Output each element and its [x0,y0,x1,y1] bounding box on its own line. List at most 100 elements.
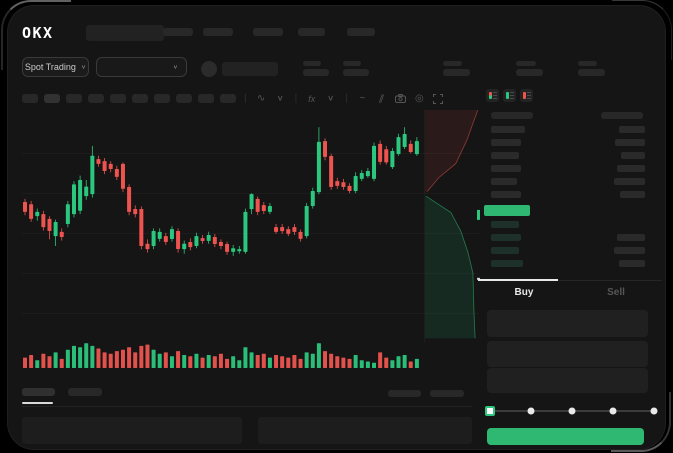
stat-label-placeholder [516,61,536,66]
bottom-divider [22,406,472,407]
nav-item-placeholder[interactable] [163,28,193,36]
volume-bars [23,343,419,368]
book-col-header-placeholder [601,112,643,119]
timer-icon[interactable]: ◎ [414,93,424,104]
toolbar-divider: | [244,93,247,104]
stat-label-placeholder [443,61,462,66]
timeframe-button[interactable] [110,94,126,103]
amount-input-placeholder[interactable] [487,341,648,367]
stat-value-placeholder [443,69,470,76]
timeframe-button[interactable] [198,94,214,103]
timeframe-button[interactable] [176,94,192,103]
book-bids-view-icon[interactable] [503,89,516,102]
order-book-row[interactable] [491,178,645,186]
tab-sell[interactable]: Sell [607,287,625,298]
market-type-selector[interactable]: Spot Trading ∨ [22,57,89,77]
chevron-down-icon[interactable]: ∨ [276,94,284,103]
timeframe-button[interactable] [132,94,148,103]
book-size-placeholder [620,191,645,198]
pair-search-placeholder[interactable] [86,25,164,41]
timeframe-button[interactable] [44,94,60,103]
book-price-placeholder [491,178,517,185]
book-price-placeholder [491,234,521,241]
fullscreen-icon[interactable] [432,92,445,105]
book-size-placeholder [615,139,645,146]
timeframe-button[interactable] [22,94,38,103]
amount-slider[interactable] [485,404,658,418]
timeframe-button[interactable] [154,94,170,103]
bid-rows [491,221,645,285]
chart-type-icon[interactable]: ∿ [256,93,266,104]
slider-stop[interactable] [609,407,617,415]
bottom-tab-underline [22,402,53,404]
chevron-down-icon[interactable]: ∨ [327,94,335,103]
stat-value-placeholder [516,69,543,76]
book-col-header-placeholder [491,112,533,119]
timeframe-button[interactable] [220,94,236,103]
market-type-label: Spot Trading [24,62,76,72]
last-price-bar[interactable] [484,205,530,216]
chart-grid [22,110,479,350]
order-book-row[interactable] [491,152,645,160]
screenshot-camera-icon[interactable] [394,92,407,105]
active-tab-indicator [478,279,558,281]
book-price-placeholder [491,152,519,159]
order-book-row[interactable] [491,139,645,147]
timeframe-button[interactable] [88,94,104,103]
nav-item-placeholder[interactable] [347,28,375,36]
chart-toolbar: | ∿ ∨ | fx ∨ | ~ ∥ ◎ [22,92,445,105]
ask-rows [491,126,645,222]
book-price-placeholder [491,126,525,133]
book-size-placeholder [614,178,645,185]
order-book-row[interactable] [491,165,645,173]
bottom-tab-active-placeholder[interactable] [22,388,55,396]
book-price-placeholder [491,247,519,254]
indicators-icon[interactable]: fx [308,93,316,104]
line-tool-icon[interactable]: ~ [359,93,366,104]
order-book-row[interactable] [491,191,645,199]
candlestick-chart[interactable] [22,110,420,275]
book-price-placeholder [491,191,521,198]
book-price-placeholder [491,260,523,267]
book-size-placeholder [614,247,645,254]
book-price-placeholder [491,139,521,146]
book-size-placeholder [617,234,645,241]
bottom-tab-placeholder[interactable] [68,388,102,396]
stat-label-placeholder [303,61,321,66]
slider-stop[interactable] [527,407,535,415]
buy-submit-button[interactable] [487,428,644,445]
parallel-lines-tool-icon[interactable]: ∥ [377,92,386,104]
nav-item-placeholder[interactable] [253,28,283,36]
toolbar-divider: | [345,93,348,104]
order-book-row[interactable] [491,247,645,255]
stat-value-placeholder [343,69,369,76]
bottom-action-placeholder[interactable] [430,390,464,397]
book-size-placeholder [619,260,645,267]
slider-stop[interactable] [568,407,576,415]
stat-label-placeholder [578,61,597,66]
chevron-down-icon: ∨ [80,64,87,71]
order-book-row[interactable] [491,126,645,134]
total-input-placeholder[interactable] [487,368,648,393]
slider-stop[interactable] [650,407,658,415]
order-book-row[interactable] [491,221,645,229]
nav-item-placeholder[interactable] [298,28,325,36]
tab-buy[interactable]: Buy [514,287,534,298]
order-book-row[interactable] [491,260,645,268]
nav-item-placeholder[interactable] [203,28,233,36]
book-asks-view-icon[interactable] [520,89,533,102]
bottom-action-placeholder[interactable] [388,390,421,397]
price-input-placeholder[interactable] [487,310,648,337]
chevron-down-icon: ∨ [172,64,178,71]
book-split-view-icon[interactable] [486,89,499,102]
pair-name-placeholder [222,62,278,76]
history-table-placeholder [258,417,472,444]
slider-handle[interactable] [485,406,495,416]
timeframe-button[interactable] [66,94,82,103]
pair-dropdown[interactable]: ∨ [96,57,187,77]
book-price-placeholder [491,165,521,172]
book-price-placeholder [491,221,519,228]
order-book-row[interactable] [491,234,645,242]
stat-label-placeholder [343,61,361,66]
stat-value-placeholder [303,69,329,76]
